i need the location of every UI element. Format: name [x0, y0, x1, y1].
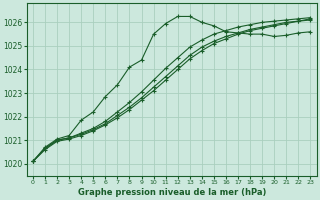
- X-axis label: Graphe pression niveau de la mer (hPa): Graphe pression niveau de la mer (hPa): [77, 188, 266, 197]
